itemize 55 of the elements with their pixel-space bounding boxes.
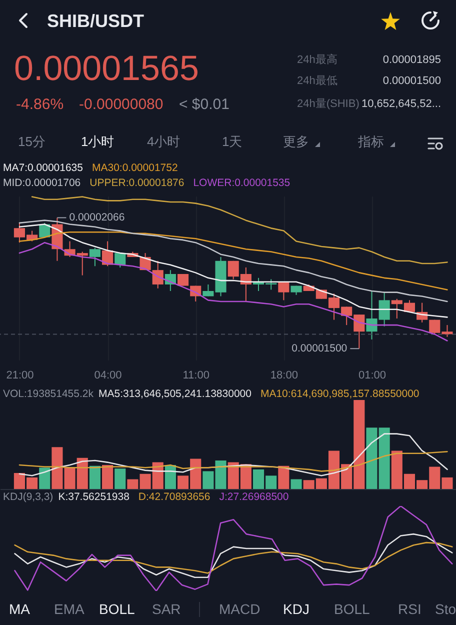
x-tick-label: 18:00 [270, 370, 298, 382]
text: MA [9, 601, 30, 618]
text: 指标 [358, 134, 384, 150]
chart-title: VOL:193851455.2k [3, 388, 94, 400]
text: 24h最低 [297, 75, 338, 88]
text: RSI [398, 601, 422, 618]
candlestick [152, 260, 164, 289]
text: 1小时 [81, 134, 114, 150]
bar [290, 479, 302, 489]
text: 24h量(SHIB) [297, 98, 360, 111]
candlestick [278, 281, 290, 301]
bar [278, 466, 290, 489]
x-tick-label: 21:00 [6, 370, 34, 382]
text: MA10:614,690,985,157.88550000 [260, 388, 420, 400]
bar [52, 447, 63, 489]
annotation: 0.00001500 [292, 342, 348, 355]
chart-title: KDJ(9,3,3) [3, 491, 54, 503]
text: MID:0.00001706 [3, 177, 81, 189]
text: 0.00001895 [382, 54, 441, 67]
text: 4小时 [147, 134, 180, 150]
bar [114, 468, 126, 489]
text: Sto [435, 601, 456, 618]
text: < $0.01 [179, 96, 230, 114]
x-tick-label: 11:00 [182, 370, 210, 382]
candlestick [89, 247, 100, 267]
text: MA7:0.00001635 [3, 162, 83, 174]
text: LOWER:0.00001535 [193, 177, 290, 189]
x-tick-label: 04:00 [94, 370, 122, 382]
text: BOLL [99, 601, 135, 618]
series-label: J:27.26968500 [219, 491, 289, 503]
text: KDJ [283, 601, 310, 618]
bar [39, 468, 50, 489]
bar [102, 464, 114, 489]
series-label: UPPER:0.00001876 [90, 177, 184, 189]
bar [89, 466, 100, 489]
text: 1天 [222, 134, 242, 150]
annotation: 0.00002066 [69, 212, 125, 224]
text: 10,652,645,52... [361, 98, 441, 111]
text: -4.86% [16, 96, 64, 114]
x-tick-label: 01:00 [358, 370, 386, 382]
text: SHIB/USDT [47, 11, 144, 32]
text: MA30:0.00001752 [92, 162, 178, 174]
text: K:37.56251938 [58, 491, 130, 503]
text: SAR [152, 601, 181, 618]
text: 更多 [283, 134, 309, 150]
text: 24h最高 [297, 54, 338, 67]
text: -0.00000080 [79, 96, 164, 114]
text: 0.00001565 [14, 49, 199, 90]
text: D:42.70893656 [138, 491, 210, 503]
text: BOLL [334, 601, 370, 618]
text: MACD [219, 601, 260, 618]
text: EMA [54, 601, 84, 618]
text: 0.00001500 [382, 75, 441, 88]
text: MA5:313,646,505,241.13830000 [98, 388, 252, 400]
text: 15分 [18, 134, 46, 150]
